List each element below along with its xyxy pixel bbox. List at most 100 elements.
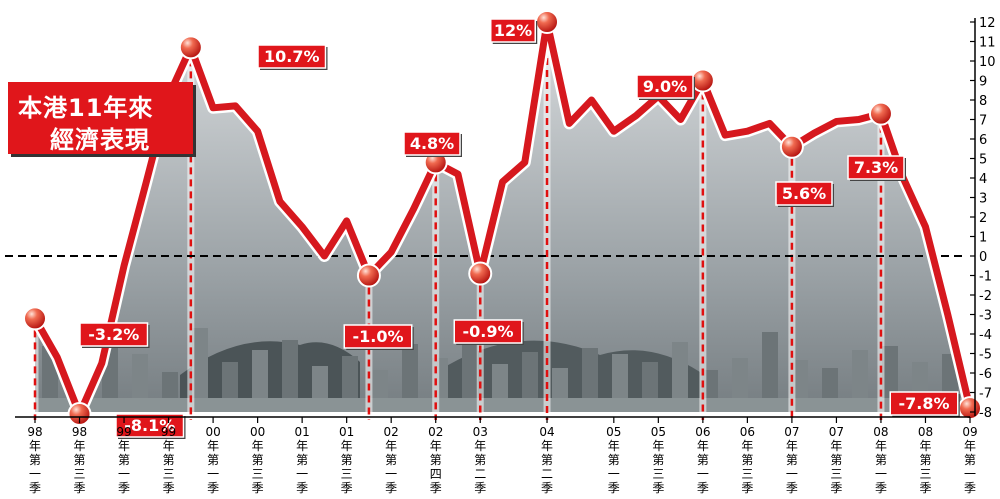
x-tick-label-part: 第 xyxy=(652,453,664,467)
value-label-box xyxy=(636,74,694,99)
value-label: 5.6% xyxy=(782,184,826,203)
x-tick-label-part: 第 xyxy=(163,453,175,467)
y-tick-label: -4 xyxy=(979,328,992,343)
x-tick-label: 06 年第三季 xyxy=(740,425,755,495)
x-tick-label-part: 季 xyxy=(163,481,175,495)
x-tick-label-part: 年 xyxy=(652,439,664,453)
data-point-marker xyxy=(178,35,203,60)
value-label-box xyxy=(79,322,149,347)
x-tick-label-part: 季 xyxy=(786,481,798,495)
chart-title-line2: 經濟表現 xyxy=(50,126,150,154)
y-tick-label: 6 xyxy=(979,133,987,148)
value-label: 9.0% xyxy=(643,77,687,96)
x-tick-label-part: 第 xyxy=(385,453,397,467)
building-shape xyxy=(912,362,928,398)
x-tick-label-part: 06 xyxy=(740,425,755,439)
x-tick-label-part: 季 xyxy=(430,481,442,495)
x-tick-label-part: 年 xyxy=(919,439,931,453)
x-tick-label-part: 一 xyxy=(207,467,219,481)
building-shape xyxy=(372,370,388,398)
value-label: 10.7% xyxy=(264,47,320,66)
x-tick-label-part: 第 xyxy=(474,453,486,467)
data-point-marker xyxy=(468,261,493,286)
building-shape xyxy=(732,358,748,398)
x-tick-label-part: 三 xyxy=(341,467,353,481)
x-tick-label-part: 季 xyxy=(830,481,842,495)
x-tick-label-part: 第 xyxy=(541,453,553,467)
x-tick-label-part: 季 xyxy=(964,481,976,495)
x-tick-label-part: 第 xyxy=(875,453,887,467)
building-shape xyxy=(252,350,268,398)
x-tick-label: 08 年第一季 xyxy=(873,425,888,495)
y-tick-label: -8 xyxy=(979,406,992,421)
y-tick-label: 1 xyxy=(979,231,987,246)
x-tick-label-part: 年 xyxy=(830,439,842,453)
x-tick-label-part: 年 xyxy=(252,439,264,453)
building-shape xyxy=(882,346,898,398)
y-tick-label: 8 xyxy=(979,94,987,109)
x-tick-label-part: 季 xyxy=(919,481,931,495)
building-shape xyxy=(642,362,658,398)
building-shape xyxy=(402,344,418,398)
value-label-box xyxy=(403,131,461,156)
y-tick-label: 9 xyxy=(979,75,987,90)
x-tick-label-part: 年 xyxy=(697,439,709,453)
building-shape xyxy=(12,360,28,398)
x-tick-label-part: 二 xyxy=(474,467,486,481)
value-label: 12% xyxy=(494,21,532,40)
x-tick-label-part: 02 xyxy=(428,425,443,439)
x-tick-label-part: 季 xyxy=(385,481,397,495)
x-tick-label-part: 第 xyxy=(786,453,798,467)
x-tick-label-part: 98 xyxy=(72,425,87,439)
building-shape xyxy=(342,356,358,398)
x-tick-label-part: 年 xyxy=(207,439,219,453)
x-tick-label-part: 年 xyxy=(474,439,486,453)
x-tick-label-part: 99 xyxy=(161,425,176,439)
x-tick-label-part: 第 xyxy=(964,453,976,467)
building-shape xyxy=(462,336,478,398)
value-labels: -3.2% -8.1% 10.7% -1.0% 4.8% -0.9% 12% 9.0% 5.6%… xyxy=(79,18,960,439)
value-label-box xyxy=(847,155,905,180)
x-tick-label-part: 98 xyxy=(27,425,42,439)
value-label-box xyxy=(257,44,327,69)
x-tick-label-part: 02 xyxy=(384,425,399,439)
y-tick-label: -2 xyxy=(979,289,992,304)
x-tick-label-part: 三 xyxy=(252,467,264,481)
x-tick-label-part: 三 xyxy=(652,467,664,481)
x-tick-label-part: 年 xyxy=(385,439,397,453)
x-tick-label-part: 99 xyxy=(116,425,131,439)
value-label-box xyxy=(775,181,833,206)
x-tick-label-part: 01 xyxy=(339,425,354,439)
x-tick-label: 04 年第二季 xyxy=(539,425,554,495)
x-tick-label-part: 第 xyxy=(830,453,842,467)
x-tick-label-part: 第 xyxy=(430,453,442,467)
x-tick-label-part: 年 xyxy=(118,439,130,453)
data-point-marker xyxy=(690,68,715,93)
x-tick-label-part: 年 xyxy=(341,439,353,453)
value-label-box xyxy=(343,324,413,349)
value-label: -3.2% xyxy=(88,325,139,344)
building-shape xyxy=(672,342,688,398)
x-tick-label-part: 年 xyxy=(741,439,753,453)
value-label: -1.0% xyxy=(352,327,403,346)
water-band xyxy=(35,398,970,412)
building-shape xyxy=(312,366,328,398)
x-tick-label-part: 季 xyxy=(29,481,41,495)
y-tick-label: -6 xyxy=(979,367,992,382)
x-tick-label: 01 年第三季 xyxy=(339,425,354,495)
x-tick-label-part: 05 xyxy=(651,425,666,439)
y-tick-label: 5 xyxy=(979,153,987,168)
x-tick-label-part: 一 xyxy=(697,467,709,481)
x-tick-label: 02 年第一季 xyxy=(384,425,399,495)
x-tick-label-part: 第 xyxy=(341,453,353,467)
y-tick-label: -1 xyxy=(979,270,992,285)
x-tick-label: 05 年第三季 xyxy=(651,425,666,495)
building-shape xyxy=(852,350,868,398)
chart-title-line1: 本港11年來 xyxy=(18,94,154,122)
x-tick-label-part: 年 xyxy=(29,439,41,453)
x-tick-label-part: 三 xyxy=(74,467,86,481)
x-tick-label-part: 第 xyxy=(118,453,130,467)
building-shape xyxy=(822,368,838,398)
